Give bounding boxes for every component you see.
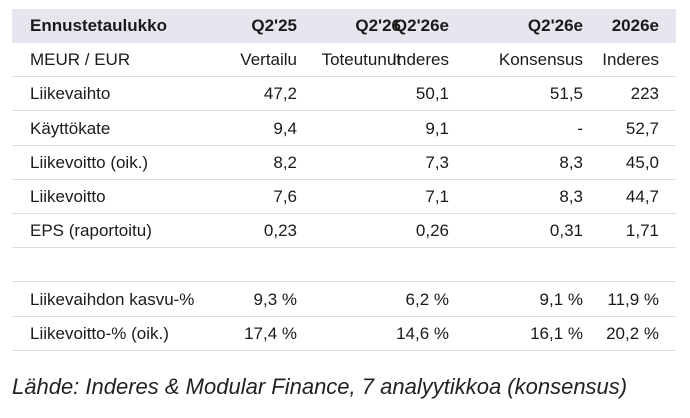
cell-value: Q2'26 xyxy=(355,16,401,35)
cell-value: 9,1 xyxy=(425,118,449,138)
cell-value: 44,7 xyxy=(625,187,659,206)
data-row: Liikevoitto-% (oik.) 17,4 % 14,6 % 16,1 % 20… xyxy=(12,317,676,351)
cell-value: 6,2 % xyxy=(405,289,449,309)
data-row: Liikevoitto 7,6 7,1 8,3 44,7 xyxy=(12,180,676,214)
row-label: EPS (raportoitu) xyxy=(30,221,152,241)
cell-value: 0,26 xyxy=(415,221,449,241)
row-label: Käyttökate xyxy=(30,118,111,138)
row-label: Liikevoitto (oik.) xyxy=(30,152,149,172)
row-label: MEUR / EUR xyxy=(30,50,131,70)
cell-value: Q2'26e xyxy=(527,16,583,35)
spacer-row xyxy=(12,248,676,283)
data-row: EPS (raportoitu) 0,23 0,26 0,31 1,71 xyxy=(12,214,676,249)
cell-value: Inderes xyxy=(392,50,449,70)
cell-value: 20,2 % xyxy=(606,323,659,343)
cell-value: Q2'26e xyxy=(393,16,449,35)
row-label: Liikevoitto-% (oik.) xyxy=(30,323,169,343)
header-row: Ennustetaulukko Q2'25 Q2'26 Q2'26e Q2'26e 202… xyxy=(12,9,676,43)
cell-value: 223 xyxy=(630,84,659,104)
cell-value: Vertailu xyxy=(240,50,297,70)
data-row: Käyttökate 9,4 9,1 - 52,7 xyxy=(12,112,676,146)
cell-value: 9,1 % xyxy=(539,289,583,309)
cell-value: 11,9 % xyxy=(607,289,659,309)
row-label: Liikevaihto xyxy=(30,84,111,104)
cell-value: 7,3 xyxy=(425,152,449,172)
cell-value: 9,4 xyxy=(273,118,297,138)
row-label: Liikevaihdon kasvu-% xyxy=(30,289,195,309)
cell-value: 52,7 xyxy=(625,118,659,138)
cell-value: 17,4 % xyxy=(244,323,297,343)
data-row: Liikevaihdon kasvu-% 9,3 % 6,2 % 9,1 % 11,9 … xyxy=(12,283,676,317)
source-note: Lähde: Inderes & Modular Finance, 7 anal… xyxy=(12,374,628,399)
cell-value: 1,71 xyxy=(625,221,659,241)
row-label: Ennustetaulukko xyxy=(30,16,167,35)
cell-value: 7,1 xyxy=(425,187,449,206)
cell-value: 0,31 xyxy=(549,221,583,241)
cell-value: Q2'25 xyxy=(251,16,297,35)
data-row: Liikevoitto (oik.) 8,2 7,3 8,3 45,0 xyxy=(12,146,676,180)
cell-value: 7,6 xyxy=(273,187,297,206)
cell-value: 9,3 % xyxy=(253,289,297,309)
cell-value: 51,5 xyxy=(549,84,583,104)
cell-value: Toteutunut xyxy=(321,50,401,70)
cell-value: 8,3 xyxy=(559,152,583,172)
cell-value: Konsensus xyxy=(498,50,583,70)
cell-value: 8,2 xyxy=(273,152,297,172)
data-row: Liikevaihto 47,2 50,1 51,5 223 xyxy=(12,77,676,112)
cell-value: 47,2 xyxy=(263,84,297,104)
cell-value: Inderes xyxy=(602,50,659,70)
cell-value: 45,0 xyxy=(625,152,659,172)
cell-value: 2026e xyxy=(611,16,659,35)
cell-value: 16,1 % xyxy=(530,323,583,343)
row-label: Liikevoitto xyxy=(30,187,106,206)
cell-value: 14,6 % xyxy=(396,323,449,343)
cell-value: 0,23 xyxy=(263,221,297,241)
cell-value: - xyxy=(577,118,583,138)
cell-value: 8,3 xyxy=(559,187,583,206)
subheader-row: MEUR / EUR Vertailu Toteutunut Inderes Konse… xyxy=(12,43,676,78)
cell-value: 50,1 xyxy=(415,84,449,104)
